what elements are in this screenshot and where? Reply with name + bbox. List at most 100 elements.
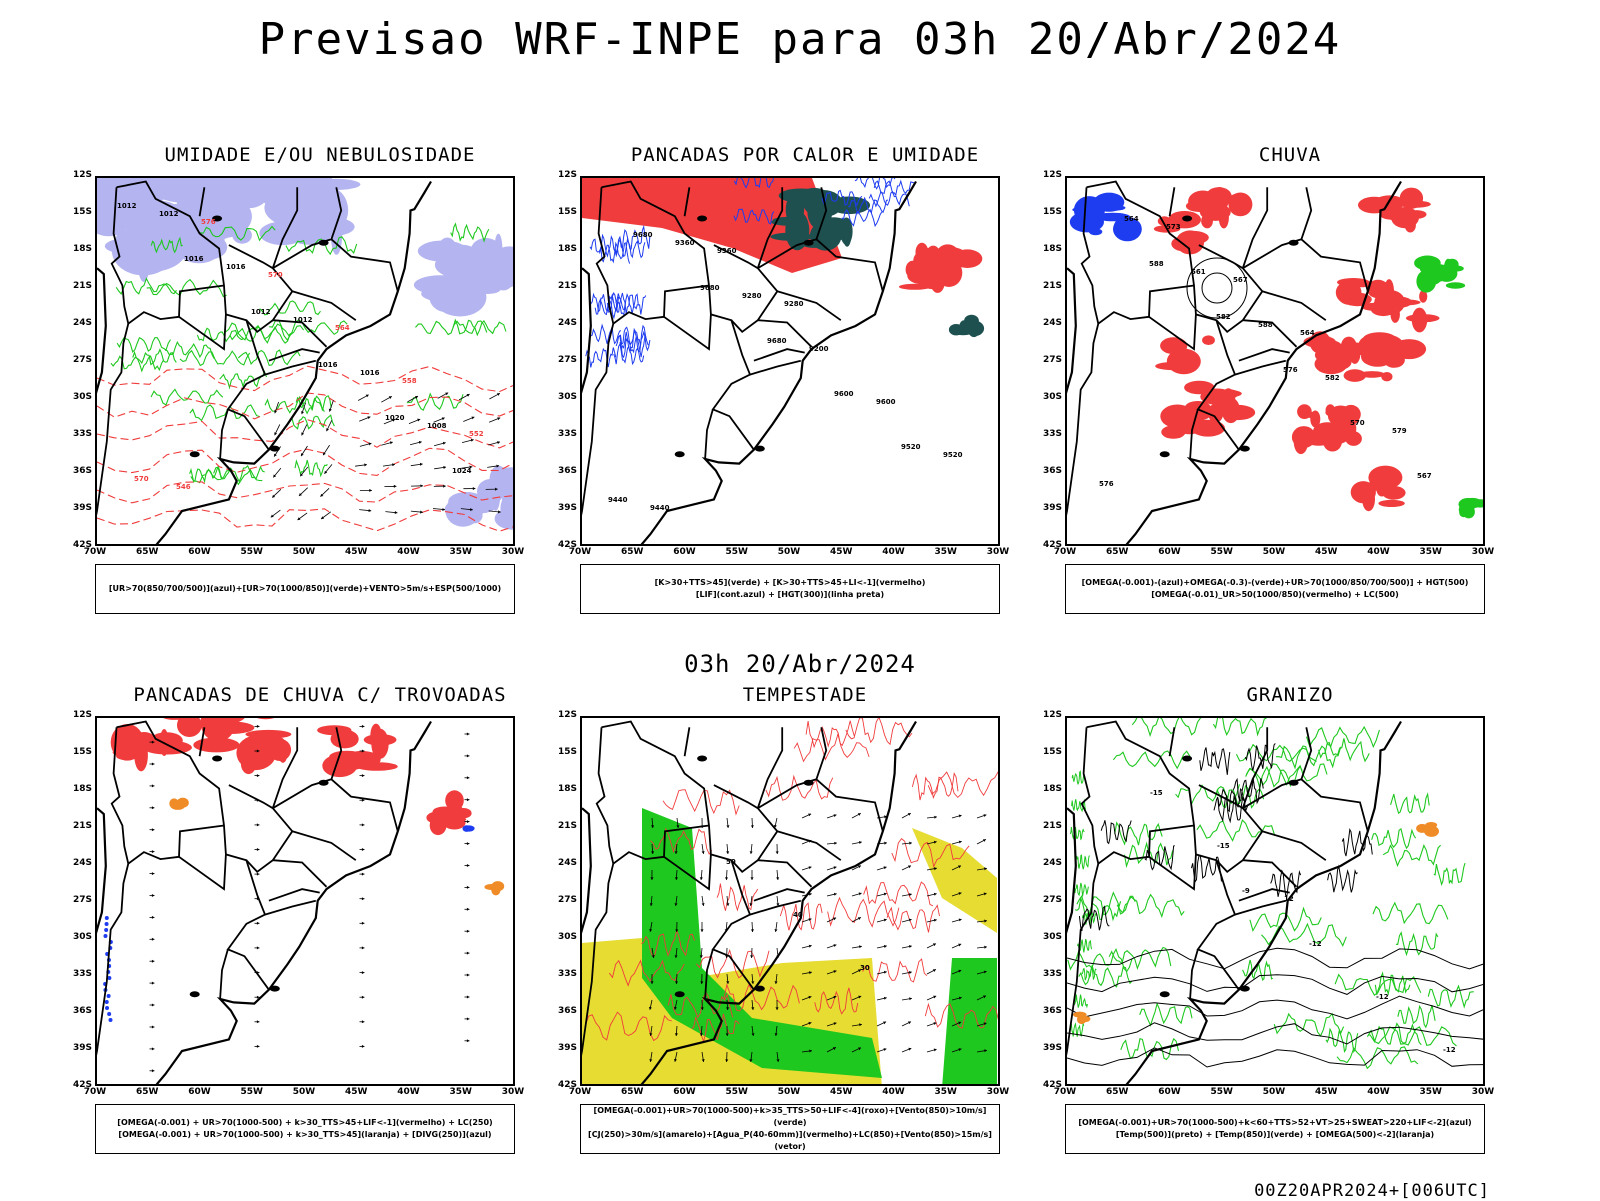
longitude-label: 60W — [1155, 1087, 1185, 1097]
wind-arrowhead — [152, 916, 155, 919]
longitude-label: 70W — [80, 547, 110, 557]
wind-arrowhead — [467, 864, 470, 867]
contour-line — [591, 325, 621, 344]
contour-label: 1008 — [427, 422, 447, 430]
longitude-label: 70W — [565, 547, 595, 557]
wind-arrowhead — [467, 930, 470, 933]
contour-line — [1367, 1027, 1456, 1046]
latitude-label: 12S — [1034, 170, 1062, 180]
lake — [190, 451, 200, 457]
panel-title: TEMPESTADE — [555, 684, 1055, 706]
longitude-label: 60W — [185, 1087, 215, 1097]
latitude-label: 27S — [1034, 895, 1062, 905]
longitude-label: 55W — [722, 547, 752, 557]
contour-label: 570 — [1350, 419, 1365, 427]
wind-arrowhead — [884, 893, 887, 896]
country-state-border — [750, 361, 801, 375]
contour-label: 1012 — [159, 210, 179, 218]
contour-line — [1261, 924, 1346, 946]
country-state-border — [1067, 312, 1149, 546]
latitude-label: 15S — [1034, 207, 1062, 217]
contour-line — [1121, 1039, 1179, 1060]
longitude-label: 35W — [446, 1087, 476, 1097]
wind-arrowhead — [152, 982, 155, 985]
map-canvas: 1012101610121016102010241012101610121016… — [97, 178, 515, 546]
contour-label: 9600 — [876, 398, 896, 406]
longitude-label: 40W — [1364, 1087, 1394, 1097]
wind-arrowhead — [152, 960, 155, 963]
longitude-label: 65W — [1102, 1087, 1132, 1097]
wind-arrowhead — [934, 1049, 937, 1052]
wind-arrowhead — [700, 877, 703, 880]
wind-arrowhead — [152, 1026, 155, 1029]
contour-line — [1140, 1004, 1192, 1026]
shaded-region — [1344, 369, 1366, 382]
latitude-label: 24S — [64, 318, 92, 328]
wind-arrowhead — [362, 946, 365, 949]
longitude-label: 40W — [1364, 547, 1394, 557]
contour-label: 9520 — [901, 443, 921, 451]
longitude-label: 70W — [1050, 547, 1080, 557]
wind-arrowhead — [726, 825, 729, 828]
legend-text: [OMEGA(-0.001) + UR>70(1000-500) + k>30_… — [100, 1117, 510, 1129]
contour-label: -12 — [1309, 940, 1322, 948]
wind-arrowhead — [257, 1045, 260, 1048]
contour-line — [1074, 883, 1088, 897]
contour-label: 588 — [1258, 321, 1273, 329]
shaded-region — [1089, 228, 1102, 235]
contour-label: 9360 — [717, 247, 737, 255]
wind-arrowhead — [909, 945, 912, 948]
contour-line — [165, 342, 214, 358]
wind-arrowhead — [394, 485, 397, 488]
contour-line — [290, 415, 334, 429]
latitude-label: 15S — [549, 207, 577, 217]
shaded-region — [810, 221, 842, 251]
latitude-label: 27S — [1034, 355, 1062, 365]
lake — [697, 216, 707, 222]
contour-label: 1016 — [360, 369, 380, 377]
wind-arrowhead — [362, 996, 365, 999]
longitude-label: 70W — [80, 1087, 110, 1097]
contour-line — [1075, 898, 1120, 919]
latitude-label: 39S — [549, 1043, 577, 1053]
wind-arrowhead — [497, 441, 500, 444]
country-state-border — [331, 239, 397, 291]
legend-text: [OMEGA(-0.001) + UR>70(1000-500) + k>30_… — [100, 1129, 510, 1141]
longitude-label: 60W — [670, 1087, 700, 1097]
longitude-label: 65W — [617, 547, 647, 557]
longitude-label: 60W — [185, 547, 215, 557]
contour-line — [806, 721, 854, 747]
legend-text: [Temp(500)](preto) + [Temp(850)](verde) … — [1070, 1129, 1480, 1141]
forecast-map — [95, 716, 515, 1086]
wind-arrowhead — [809, 945, 812, 948]
contour-line — [1113, 751, 1189, 768]
wind-arrowhead — [442, 508, 445, 511]
latitude-label: 30S — [64, 392, 92, 402]
legend-text: [K>30+TTS>45](verde) + [K>30+TTS>45+LI<-… — [585, 577, 995, 589]
contour-line — [846, 718, 912, 744]
wind-arrowhead — [362, 922, 365, 925]
contour-label: 1016 — [318, 361, 338, 369]
wind-arrowhead — [362, 774, 365, 777]
shaded-region — [1362, 487, 1375, 511]
contour-label: 576 — [1099, 480, 1114, 488]
legend-text: [OMEGA(-0.001)-(azul)+OMEGA(-0.3)-(verde… — [1070, 577, 1480, 589]
latitude-label: 33S — [549, 429, 577, 439]
shaded-region — [177, 798, 189, 808]
legend-text: [OMEGA(-0.001)+UR>70(1000-500)+k<60+TTS>… — [1070, 1117, 1480, 1129]
contour-line — [180, 351, 250, 366]
longitude-label: 60W — [1155, 547, 1185, 557]
country-state-border — [265, 901, 316, 915]
wind-arrowhead — [369, 443, 372, 446]
lake — [1160, 991, 1170, 997]
country-state-border — [777, 831, 841, 860]
shaded-region — [1390, 299, 1421, 305]
longitude-label: 45W — [341, 1087, 371, 1097]
contour-line — [1398, 1005, 1435, 1027]
contour-line — [1070, 827, 1084, 839]
contour-line — [97, 420, 515, 448]
wind-arrowhead — [362, 971, 365, 974]
contour-label: 9440 — [608, 496, 628, 504]
contour-label: 1016 — [184, 255, 204, 263]
